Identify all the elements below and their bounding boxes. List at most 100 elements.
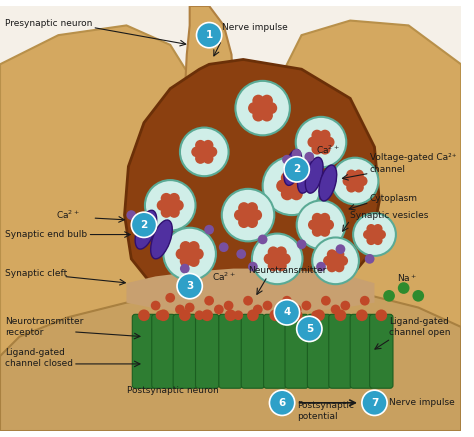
Circle shape xyxy=(204,225,214,235)
Circle shape xyxy=(191,146,202,157)
Circle shape xyxy=(365,254,374,264)
Circle shape xyxy=(164,200,176,211)
Text: Postsynaptic neuron: Postsynaptic neuron xyxy=(127,386,219,395)
Circle shape xyxy=(311,143,323,155)
Circle shape xyxy=(175,305,185,314)
Circle shape xyxy=(207,146,217,157)
Circle shape xyxy=(234,310,243,320)
Ellipse shape xyxy=(298,157,315,193)
Circle shape xyxy=(201,309,213,321)
Circle shape xyxy=(330,256,341,266)
Circle shape xyxy=(276,260,287,271)
Text: 5: 5 xyxy=(306,324,313,334)
Text: Synaptic cleft: Synaptic cleft xyxy=(5,269,67,278)
Circle shape xyxy=(323,219,334,230)
Circle shape xyxy=(204,296,214,305)
FancyBboxPatch shape xyxy=(195,314,219,388)
Circle shape xyxy=(327,262,337,272)
Text: Nerve impulse: Nerve impulse xyxy=(389,399,455,407)
Text: Voltage-gated Ca²⁺
channel: Voltage-gated Ca²⁺ channel xyxy=(370,153,456,173)
Circle shape xyxy=(264,253,275,264)
Text: 2: 2 xyxy=(140,220,147,230)
PathPatch shape xyxy=(0,288,461,431)
Circle shape xyxy=(282,155,292,164)
Circle shape xyxy=(258,235,267,244)
Circle shape xyxy=(179,309,191,321)
FancyBboxPatch shape xyxy=(307,314,331,388)
Circle shape xyxy=(308,137,319,148)
Circle shape xyxy=(363,230,373,239)
Circle shape xyxy=(263,157,321,215)
Circle shape xyxy=(246,202,258,214)
Circle shape xyxy=(354,182,364,193)
Circle shape xyxy=(195,153,206,164)
Circle shape xyxy=(138,309,150,321)
Circle shape xyxy=(319,130,330,141)
Circle shape xyxy=(292,305,301,314)
Text: Neurotransmitter
receptor: Neurotransmitter receptor xyxy=(5,317,83,337)
Circle shape xyxy=(321,296,331,305)
PathPatch shape xyxy=(127,269,374,315)
Circle shape xyxy=(248,102,260,114)
Circle shape xyxy=(376,230,386,239)
Circle shape xyxy=(180,128,228,176)
Circle shape xyxy=(312,213,322,224)
Circle shape xyxy=(173,200,184,211)
Ellipse shape xyxy=(305,157,323,193)
Text: Ca$^{2+}$: Ca$^{2+}$ xyxy=(212,270,236,283)
Circle shape xyxy=(312,226,322,237)
Circle shape xyxy=(214,305,224,314)
Circle shape xyxy=(268,260,279,271)
Circle shape xyxy=(346,182,356,193)
Text: Ligand-gated
channel closed: Ligand-gated channel closed xyxy=(5,348,73,368)
FancyBboxPatch shape xyxy=(132,314,155,388)
Circle shape xyxy=(323,256,333,266)
Circle shape xyxy=(281,187,293,200)
Circle shape xyxy=(265,102,277,114)
Circle shape xyxy=(331,305,340,314)
Circle shape xyxy=(157,309,169,321)
Circle shape xyxy=(222,189,274,241)
Text: Cytoplasm: Cytoplasm xyxy=(370,194,418,203)
Circle shape xyxy=(192,248,204,260)
Circle shape xyxy=(338,256,348,266)
Circle shape xyxy=(261,95,273,107)
Circle shape xyxy=(281,172,293,184)
Circle shape xyxy=(199,146,210,157)
Circle shape xyxy=(383,290,395,302)
Circle shape xyxy=(246,216,258,228)
Circle shape xyxy=(362,390,387,416)
Circle shape xyxy=(311,130,323,141)
PathPatch shape xyxy=(0,25,204,431)
FancyBboxPatch shape xyxy=(264,314,287,388)
FancyBboxPatch shape xyxy=(152,314,175,388)
Text: Ligand-gated
channel open: Ligand-gated channel open xyxy=(389,317,451,337)
Circle shape xyxy=(373,224,383,233)
Circle shape xyxy=(247,309,259,321)
Circle shape xyxy=(242,209,254,221)
Circle shape xyxy=(350,176,360,186)
Text: 6: 6 xyxy=(278,398,286,408)
Circle shape xyxy=(335,309,346,321)
Circle shape xyxy=(237,249,246,259)
Circle shape xyxy=(157,200,168,211)
Circle shape xyxy=(256,102,269,114)
Circle shape xyxy=(184,248,195,260)
Circle shape xyxy=(276,246,287,257)
Circle shape xyxy=(373,236,383,245)
Circle shape xyxy=(194,310,204,320)
Ellipse shape xyxy=(135,210,157,249)
Circle shape xyxy=(155,310,165,320)
Circle shape xyxy=(327,250,337,260)
Circle shape xyxy=(252,234,302,284)
Circle shape xyxy=(316,262,326,271)
Text: 4: 4 xyxy=(283,307,291,317)
Ellipse shape xyxy=(151,220,172,259)
Circle shape xyxy=(161,193,172,204)
Circle shape xyxy=(276,180,289,192)
Circle shape xyxy=(234,209,246,221)
Circle shape xyxy=(308,219,319,230)
Circle shape xyxy=(398,282,410,294)
Circle shape xyxy=(177,274,202,299)
Circle shape xyxy=(312,237,359,284)
